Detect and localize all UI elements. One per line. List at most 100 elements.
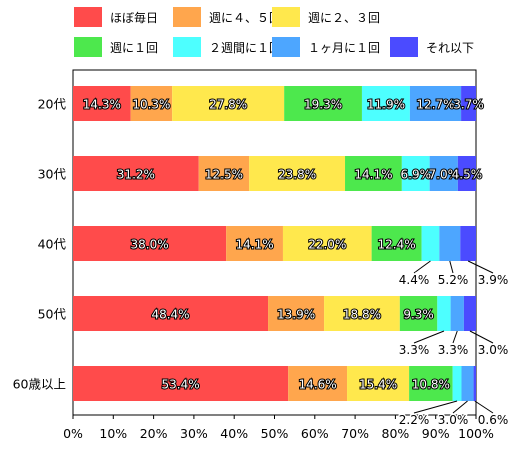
leader-line xyxy=(413,330,445,344)
data-label: 0.6% xyxy=(478,413,509,427)
data-label: 38.0% xyxy=(131,238,169,252)
legend-swatch xyxy=(74,37,102,57)
bar-segment xyxy=(399,296,438,331)
bar-segment xyxy=(73,366,289,401)
data-label: 15.4% xyxy=(359,378,397,392)
bar-segment xyxy=(284,86,362,121)
category-label: 50代 xyxy=(38,307,67,322)
data-label: 9.3% xyxy=(403,308,434,322)
legend-label: ２週間に１回 xyxy=(209,40,282,55)
data-label: 11.9% xyxy=(367,98,405,112)
x-tick-label: 60% xyxy=(301,426,329,441)
data-label: 22.0% xyxy=(308,238,346,252)
bar-segment xyxy=(461,86,476,121)
bar-segment xyxy=(198,156,250,191)
leader-line xyxy=(469,330,494,344)
data-label: 3.3% xyxy=(399,343,430,357)
legend-label: 週に１回 xyxy=(110,40,159,55)
legend-label: それ以下 xyxy=(426,40,475,55)
data-label: 12.7% xyxy=(416,98,454,112)
bar-segment xyxy=(437,296,451,331)
data-label: 5.2% xyxy=(438,273,469,287)
bar-segment xyxy=(452,366,462,401)
x-tick-label: 100% xyxy=(458,426,494,441)
data-label: 27.8% xyxy=(209,98,247,112)
data-label: 12.5% xyxy=(205,168,243,182)
bar-segment xyxy=(463,296,476,331)
legend-item: ２週間に１回 xyxy=(173,37,281,57)
legend-swatch xyxy=(173,37,201,57)
x-tick-label: 80% xyxy=(382,426,410,441)
legend-label: １ヶ月に１回 xyxy=(308,40,381,55)
data-label: 3.9% xyxy=(478,273,509,287)
legend-swatch xyxy=(173,7,201,27)
category-label: 40代 xyxy=(38,237,67,252)
leader-line xyxy=(413,260,431,274)
x-tick-label: 30% xyxy=(180,426,208,441)
bar-segment xyxy=(249,156,346,191)
leader-line xyxy=(474,400,494,414)
bar-segment xyxy=(226,226,283,261)
bar-segment xyxy=(172,86,285,121)
data-label: 3.3% xyxy=(438,343,469,357)
bar-segment xyxy=(268,296,325,331)
legend-label: 週に４、５回 xyxy=(209,10,282,25)
data-label: 48.4% xyxy=(151,308,189,322)
bar-segment xyxy=(409,366,453,401)
x-tick-label: 70% xyxy=(341,426,369,441)
bar-segment xyxy=(409,86,462,121)
x-tick-label: 10% xyxy=(99,426,127,441)
bar-segment xyxy=(73,226,227,261)
data-label: 13.9% xyxy=(277,308,315,322)
leader-line xyxy=(413,400,458,414)
data-label: 23.8% xyxy=(278,168,316,182)
legend-item: 週に１回 xyxy=(74,37,158,57)
bar-segment xyxy=(361,86,410,121)
leader-line xyxy=(467,260,494,274)
bar-segment xyxy=(439,226,461,261)
legend-item: ほぼ毎日 xyxy=(74,7,158,27)
data-label: 3.0% xyxy=(438,413,469,427)
x-tick-label: 0% xyxy=(63,426,83,441)
x-tick-label: 90% xyxy=(422,426,450,441)
legend-swatch xyxy=(272,37,300,57)
category-label: 30代 xyxy=(38,167,67,182)
bar-segment xyxy=(450,296,464,331)
data-label: 7.0% xyxy=(429,168,460,182)
bar-segment xyxy=(73,296,269,331)
bar-segment xyxy=(460,226,476,261)
bar-segment xyxy=(73,86,131,121)
bar-segment xyxy=(457,156,476,191)
data-label: 14.1% xyxy=(235,238,273,252)
data-label: 4.5% xyxy=(452,168,483,182)
legend-item: １ヶ月に１回 xyxy=(272,37,380,57)
data-label: 10.8% xyxy=(412,378,450,392)
bar-segment xyxy=(401,156,430,191)
data-label: 6.9% xyxy=(401,168,432,182)
category-label: 60歳以上 xyxy=(13,377,66,392)
leader-line xyxy=(452,400,468,414)
legend-item: それ以下 xyxy=(390,37,474,57)
x-tick-label: 40% xyxy=(220,426,248,441)
data-label: 14.3% xyxy=(83,98,121,112)
bar-segment xyxy=(324,296,400,331)
x-tick-label: 50% xyxy=(261,426,289,441)
bar-segment xyxy=(288,366,348,401)
legend-swatch xyxy=(390,37,418,57)
legend-item: 週に４、５回 xyxy=(173,7,281,27)
data-label: 14.1% xyxy=(354,168,392,182)
legend-swatch xyxy=(272,7,300,27)
bar-segment xyxy=(429,156,458,191)
legend-label: ほぼ毎日 xyxy=(110,10,159,25)
data-label: 3.0% xyxy=(478,343,509,357)
data-label: 4.4% xyxy=(399,273,430,287)
data-label: 53.4% xyxy=(162,378,200,392)
category-label: 20代 xyxy=(38,97,67,112)
bar-segment xyxy=(130,86,173,121)
legend-label: 週に２、３回 xyxy=(308,10,381,25)
data-label: 12.4% xyxy=(378,238,416,252)
bar-segment xyxy=(461,366,474,401)
data-label: 2.2% xyxy=(399,413,430,427)
data-label: 14.6% xyxy=(299,378,337,392)
